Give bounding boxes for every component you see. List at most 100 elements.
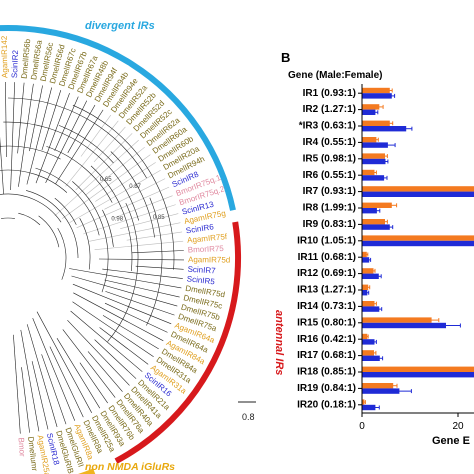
bar-male bbox=[362, 366, 474, 372]
bar-female bbox=[362, 142, 388, 148]
bar-male bbox=[362, 268, 374, 274]
tree-branch bbox=[26, 87, 52, 185]
tip-label: AgamIR142 bbox=[0, 35, 9, 78]
tree-branch bbox=[69, 170, 161, 223]
bar-male bbox=[362, 251, 367, 258]
category-label: IR20 (0.18:1) bbox=[297, 399, 356, 410]
bar-female bbox=[362, 93, 392, 99]
tree-branch bbox=[102, 268, 183, 279]
bar-male bbox=[362, 317, 432, 323]
tree-internal-branch bbox=[35, 167, 100, 236]
tree-branch bbox=[49, 346, 84, 418]
tree-branch bbox=[20, 329, 40, 432]
bar-female bbox=[362, 208, 377, 214]
tree-internal-branch bbox=[107, 202, 139, 342]
tree-internal-branch bbox=[0, 193, 62, 223]
tree-branch bbox=[67, 319, 130, 386]
panel-b-bar-chart: B Gene (Male:Female) IR1 (0.93:1) IR2 (1.… bbox=[281, 50, 474, 447]
tip-label: DmelIumr bbox=[26, 436, 39, 472]
tree-branch bbox=[98, 258, 185, 261]
bar-female bbox=[362, 126, 407, 132]
tree-branch bbox=[36, 311, 92, 413]
bar-female bbox=[362, 191, 474, 197]
bar-male bbox=[362, 383, 394, 389]
bar-male bbox=[362, 219, 385, 225]
bar-female bbox=[362, 175, 385, 181]
tree-branch bbox=[67, 104, 96, 153]
tree-branch bbox=[31, 361, 49, 430]
tip-label: AgamIR75f bbox=[187, 232, 228, 245]
tip-label: ScinIR5 bbox=[186, 274, 215, 286]
category-label: IR11 (0.68:1) bbox=[298, 252, 356, 263]
category-label: IR12 (0.69:1) bbox=[297, 268, 356, 279]
bar-female bbox=[362, 372, 474, 378]
tree-internal-branch bbox=[38, 215, 60, 248]
category-label: IR4 (0.55:1) bbox=[303, 137, 356, 148]
support-value: 0.87 bbox=[129, 184, 141, 190]
tree-branch bbox=[112, 195, 173, 219]
tree-branch bbox=[41, 90, 62, 151]
category-label: IR8 (1.99:1) bbox=[303, 203, 356, 214]
tree-branch bbox=[105, 291, 175, 316]
tree-branch bbox=[80, 114, 112, 157]
tree-internal-branch bbox=[26, 190, 79, 259]
tree-branch bbox=[131, 250, 184, 254]
tree-branch bbox=[29, 85, 43, 152]
scale-bar-label: 0.8 bbox=[242, 412, 255, 422]
tree-branch bbox=[83, 204, 176, 235]
tree-branch bbox=[45, 100, 88, 184]
category-label: IR14 (0.73:1) bbox=[297, 301, 356, 312]
category-label: IR13 (1.27:1) bbox=[297, 285, 356, 296]
antennal-clade-arc bbox=[114, 221, 242, 464]
antennal-clade-label: antennal IRs bbox=[273, 310, 285, 375]
category-label: IR6 (0.55:1) bbox=[303, 170, 356, 181]
tree-branch bbox=[41, 354, 67, 425]
category-label: IR16 (0.42:1) bbox=[297, 334, 356, 345]
bar-female bbox=[362, 388, 400, 394]
tree-internal-branch bbox=[46, 146, 113, 203]
bar-male bbox=[362, 301, 375, 307]
tree-branch bbox=[71, 275, 178, 307]
bar-male bbox=[362, 137, 377, 143]
bar-female bbox=[362, 224, 390, 230]
tree-internal-branch bbox=[1, 217, 15, 219]
panel-letter: B bbox=[281, 50, 290, 65]
tree-internal-branch bbox=[18, 212, 41, 226]
bar-male bbox=[362, 284, 369, 290]
bar-male bbox=[362, 153, 385, 159]
category-label: IR15 (0.80:1) bbox=[297, 317, 356, 328]
tree-branch bbox=[76, 186, 170, 229]
tree-branch bbox=[135, 265, 184, 270]
tree-branch bbox=[17, 82, 25, 154]
tree-branch bbox=[95, 162, 156, 202]
tip-label: DmelIR56b bbox=[20, 38, 33, 79]
tree-branch bbox=[54, 139, 139, 217]
category-label: IR2 (1.27:1) bbox=[303, 104, 356, 115]
tree-branch bbox=[85, 146, 145, 196]
support-value: 0.65 bbox=[100, 177, 112, 183]
tree-branches: 0.65 0.87 0.98 0.85 bbox=[0, 81, 185, 434]
x-axis-label: Gene E bbox=[432, 435, 470, 447]
category-label: IR18 (0.85:1) bbox=[297, 367, 356, 378]
x-tick-label: 0 bbox=[359, 421, 365, 432]
tree-branch bbox=[102, 315, 159, 350]
category-label: IR5 (0.98:1) bbox=[303, 153, 356, 164]
bar-male bbox=[362, 202, 392, 208]
support-value: 0.85 bbox=[153, 215, 165, 221]
bar-female bbox=[362, 257, 370, 263]
category-label: IR17 (0.68:1) bbox=[297, 350, 356, 361]
tree-internal-branch bbox=[54, 197, 77, 225]
x-axis-ticks: 0 20 bbox=[359, 413, 464, 432]
non-nmda-clade-arc bbox=[77, 468, 96, 474]
tree-internal-branch bbox=[79, 218, 91, 270]
bar-male bbox=[362, 350, 374, 356]
tree-branch bbox=[55, 109, 104, 185]
tree-branch bbox=[62, 329, 116, 398]
category-label: IR1 (0.93:1) bbox=[303, 88, 356, 99]
tree-branch bbox=[72, 301, 154, 358]
tree-internal-branch bbox=[90, 165, 133, 272]
bar-male bbox=[362, 235, 474, 241]
tree-branch bbox=[62, 154, 151, 219]
tree-internal-branch bbox=[102, 209, 114, 247]
